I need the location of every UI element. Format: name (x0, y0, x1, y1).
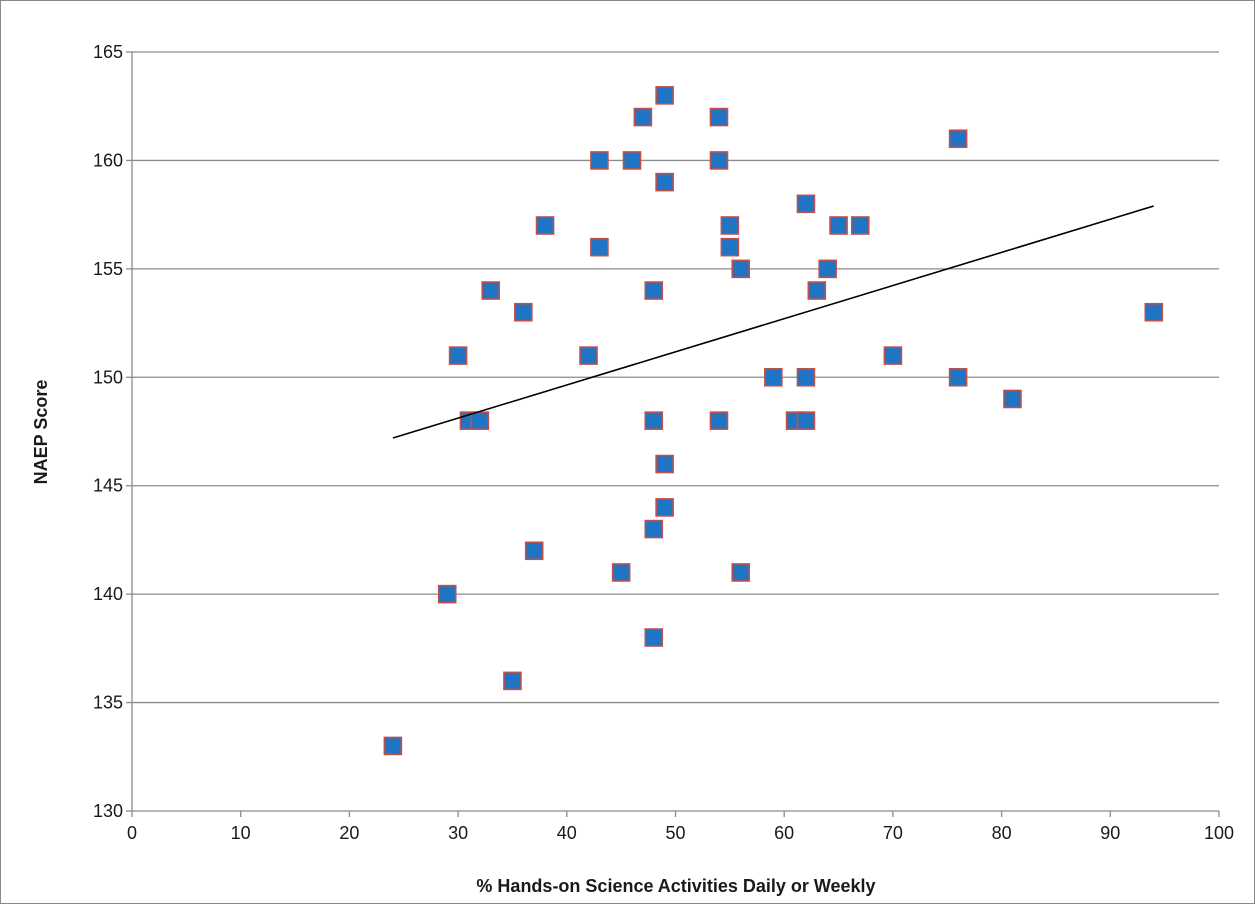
x-tick-label: 20 (339, 823, 359, 843)
data-point (807, 281, 827, 300)
x-tick-label: 60 (774, 823, 794, 843)
data-point (655, 498, 674, 517)
data-point (731, 563, 751, 582)
y-tick-label: 145 (93, 476, 123, 496)
y-tick-label: 140 (93, 584, 123, 604)
data-point (448, 346, 468, 365)
gridlines (132, 51, 1219, 704)
data-point (818, 259, 837, 279)
data-point (1003, 389, 1022, 409)
data-point (470, 411, 490, 430)
x-tick-label: 10 (231, 823, 251, 843)
data-points (383, 86, 1164, 756)
data-point (720, 216, 740, 235)
data-point (655, 454, 674, 474)
trendline-group (392, 205, 1155, 439)
data-point (590, 237, 609, 257)
x-tick-label: 100 (1204, 823, 1234, 843)
y-tick-labels: 130 135 140 145 150 155 160 165 (93, 42, 123, 821)
data-point (709, 411, 729, 430)
y-tick-label: 165 (93, 42, 123, 62)
data-point (481, 281, 501, 300)
data-point (850, 216, 870, 235)
data-point (644, 411, 664, 430)
data-point (611, 563, 631, 582)
x-tick-labels: 0 10 20 30 40 50 60 70 80 90 100 (127, 823, 1234, 843)
data-point (731, 259, 751, 279)
x-tick-label: 50 (665, 823, 685, 843)
y-axis-title: NAEP Score (31, 380, 51, 485)
data-point (948, 129, 968, 149)
x-tick-label: 80 (992, 823, 1012, 843)
data-point (655, 172, 674, 192)
data-point (383, 736, 403, 756)
data-point (709, 151, 729, 170)
data-point (655, 86, 674, 105)
x-tick-label: 70 (883, 823, 903, 843)
x-tick-label: 0 (127, 823, 137, 843)
axes (126, 51, 1220, 817)
data-point (948, 367, 968, 387)
y-tick-label: 135 (93, 693, 123, 713)
data-point (796, 367, 816, 387)
y-tick-label: 150 (93, 367, 123, 387)
data-point (524, 541, 544, 561)
data-point (622, 151, 642, 170)
y-tick-label: 160 (93, 150, 123, 170)
data-point (579, 346, 598, 365)
data-point (720, 237, 740, 257)
data-point (883, 346, 903, 365)
data-point (644, 628, 664, 647)
x-axis-title: % Hands-on Science Activities Daily or W… (476, 876, 875, 896)
data-point (796, 194, 816, 214)
data-point (1144, 302, 1164, 322)
data-point (764, 367, 783, 387)
data-point (535, 216, 555, 235)
x-tick-label: 40 (557, 823, 577, 843)
data-point (709, 107, 729, 127)
data-point (437, 584, 457, 604)
y-tick-label: 155 (93, 259, 123, 279)
y-tick-label: 130 (93, 801, 123, 821)
x-tick-label: 90 (1100, 823, 1120, 843)
data-point (514, 302, 533, 322)
data-point (633, 107, 653, 127)
data-point (644, 281, 664, 300)
x-tick-label: 30 (448, 823, 468, 843)
data-point (503, 671, 522, 691)
trendline (392, 205, 1155, 439)
data-point (796, 411, 816, 430)
data-point (644, 519, 664, 539)
data-point (829, 216, 848, 235)
data-point (590, 151, 609, 170)
